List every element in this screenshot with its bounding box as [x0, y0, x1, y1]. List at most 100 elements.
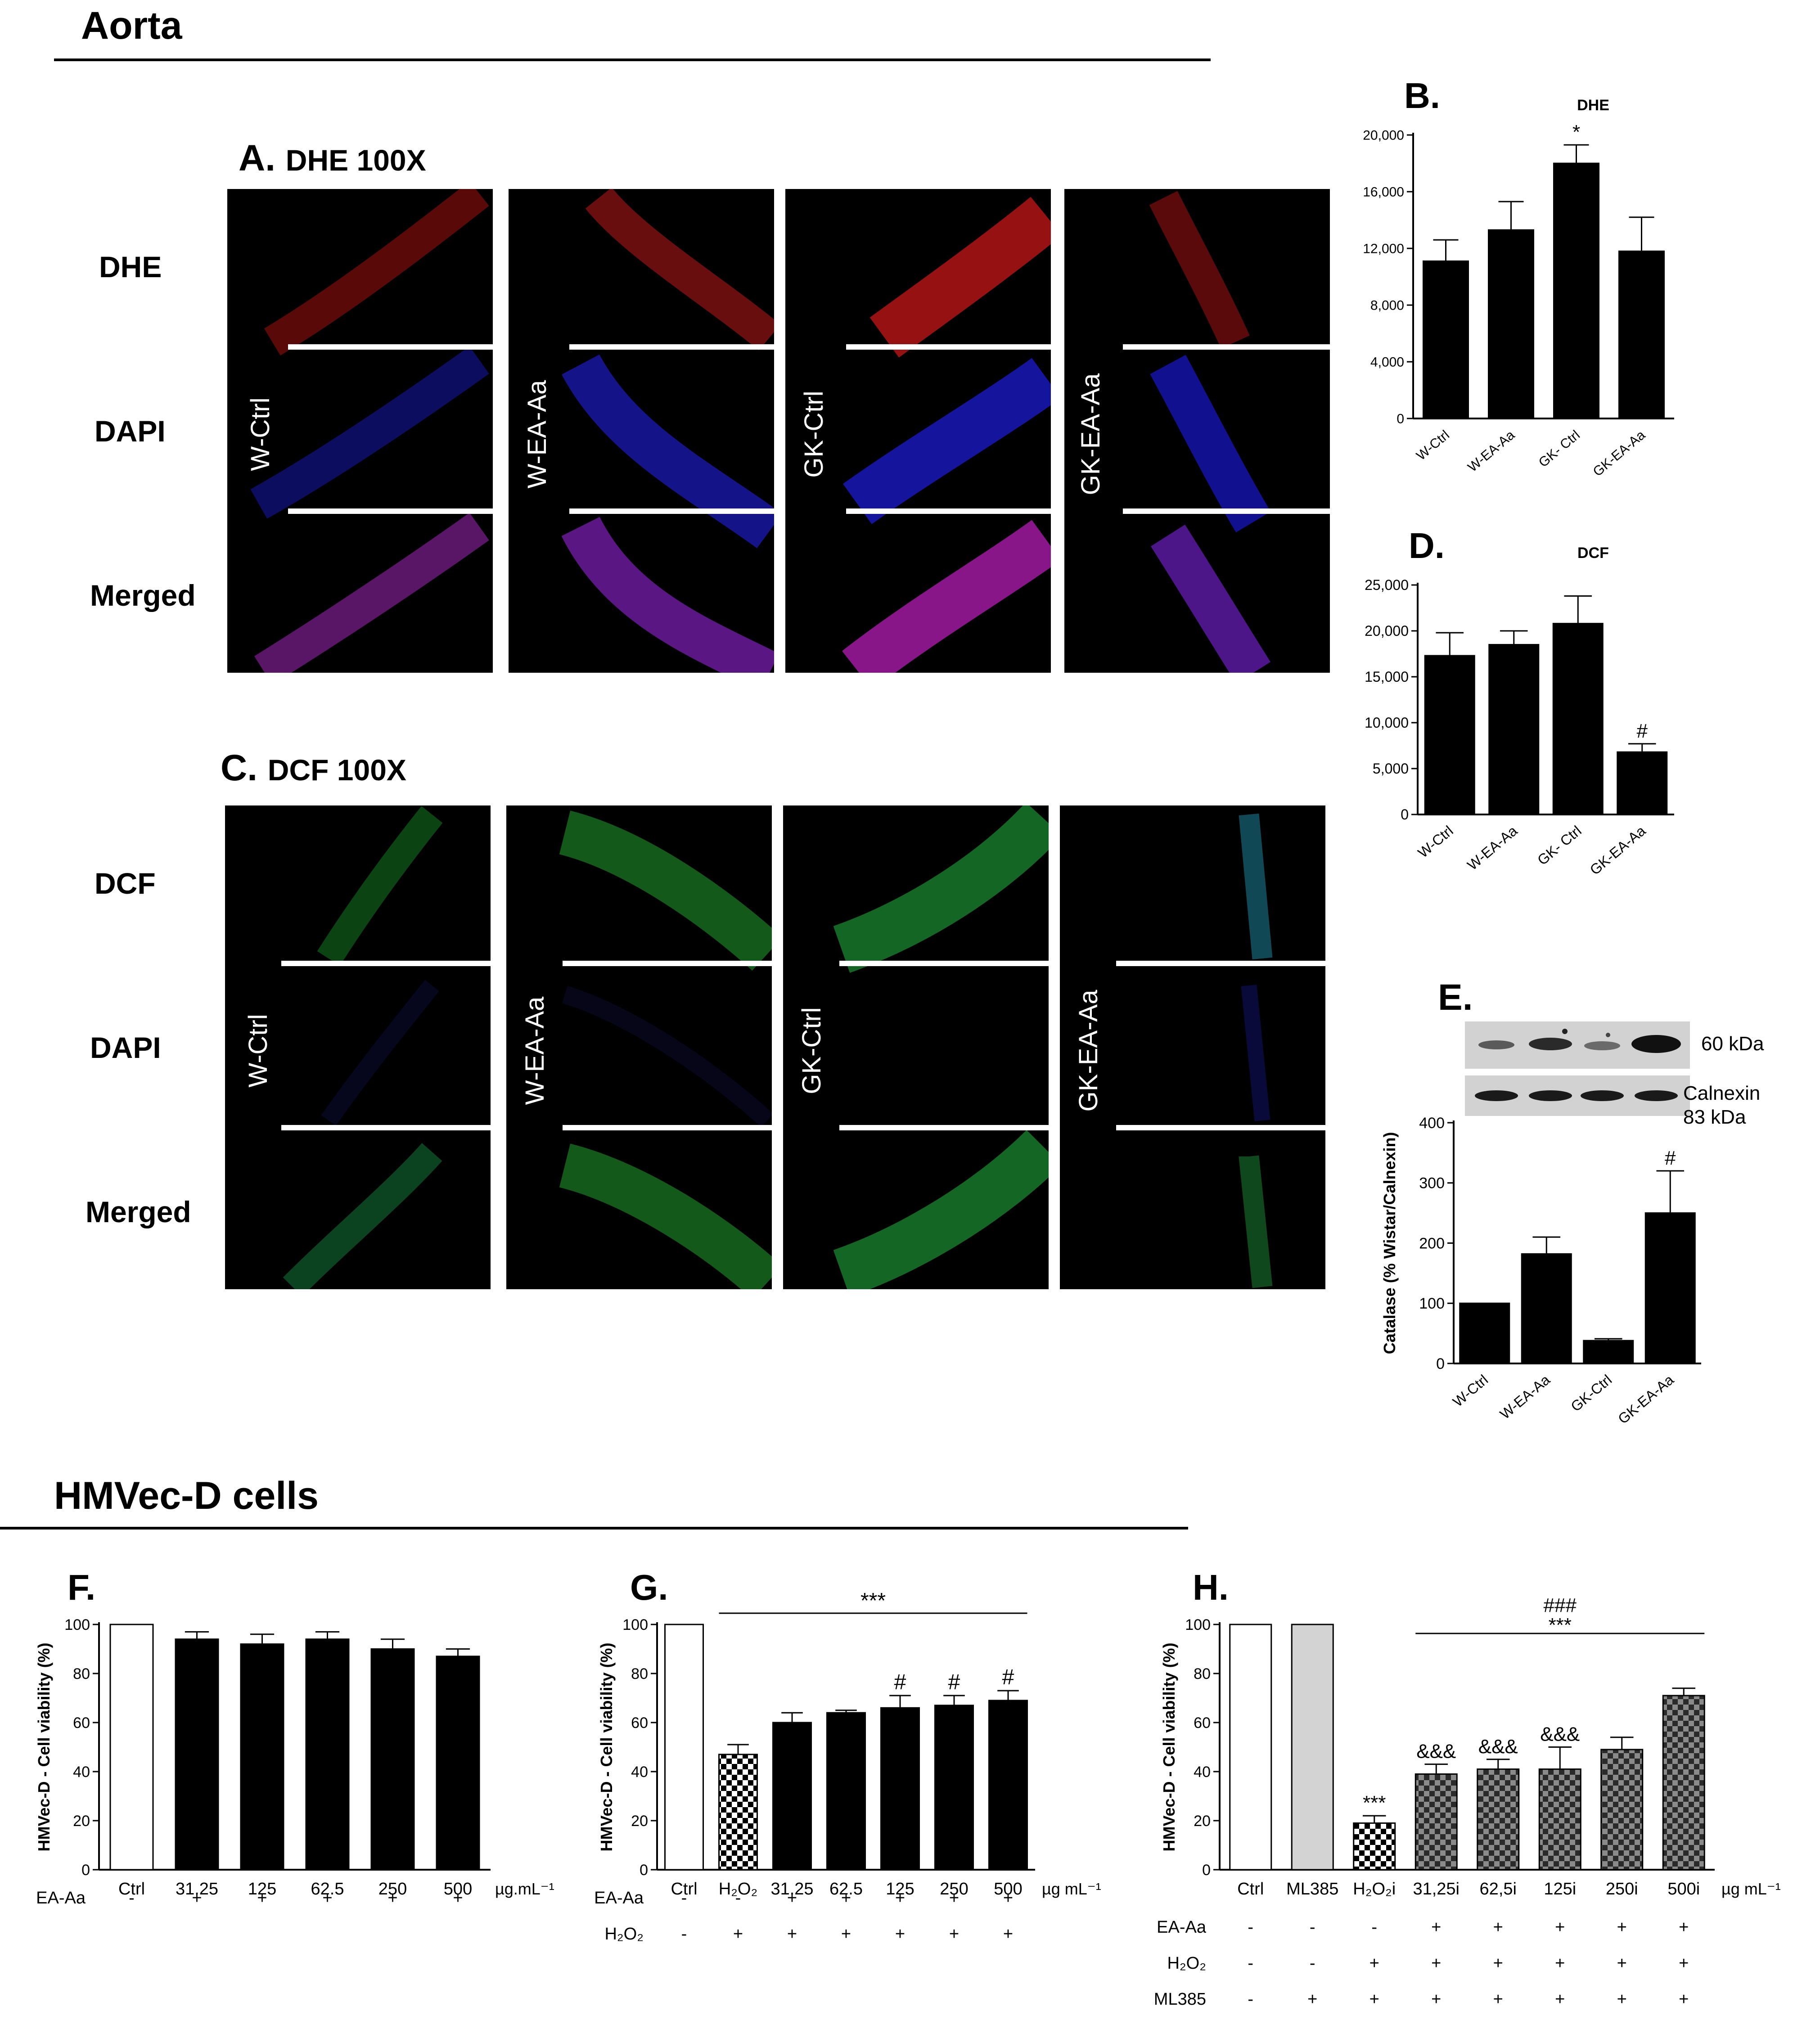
x-tick-label: GK- Ctrl — [1536, 427, 1583, 470]
panel-a-divider — [288, 508, 493, 514]
y-tick-label: 0 — [1401, 806, 1409, 823]
chart-h-viability: H. 0 20 40 60 80 100 HMVec-D - Cell viability (… — [1154, 1567, 1781, 2009]
significance-bracket-label: *** — [860, 1589, 886, 1613]
bar — [1229, 1624, 1272, 1871]
treatment-sign: + — [1431, 1918, 1441, 1937]
panel-c-letter: C. — [221, 747, 257, 788]
section-rule-cells — [0, 1527, 1188, 1530]
y-tick-label: 25,000 — [1365, 577, 1409, 593]
x-tick-label: ML385 — [1286, 1880, 1338, 1899]
treatment-sign: - — [1248, 1954, 1253, 1973]
treatment-sign: + — [453, 1889, 463, 1908]
significance-label: # — [1002, 1665, 1014, 1689]
blot-label-83kda: 83 kDa — [1683, 1106, 1746, 1128]
bar — [1553, 162, 1599, 419]
bar — [1521, 1253, 1572, 1364]
panel-a-letter: A. — [239, 138, 275, 179]
bar — [370, 1648, 415, 1871]
bar — [1617, 751, 1668, 815]
y-tick-label: 80 — [73, 1665, 90, 1683]
panel-a-heading: A. DHE 100X — [239, 137, 426, 180]
x-tick-label: GK-EA-Aa — [1615, 1372, 1677, 1427]
panel-c-divider — [839, 961, 1049, 966]
bar — [880, 1707, 920, 1871]
panel-c-group-label-gk-ea-aa: GK-EA-Aa — [1074, 990, 1103, 1112]
chart-e-catalase: 0 100 200 300 400 Catalase (% Wistar/Calnexin… — [1380, 1115, 1701, 1427]
chart-g-letter: G. — [630, 1567, 668, 1607]
chart-d-letter: D. — [1409, 526, 1445, 566]
y-tick-label: 4,000 — [1370, 355, 1404, 370]
bar — [1538, 1768, 1581, 1871]
section-title-cells: HMVec-D cells — [54, 1474, 319, 1517]
panel-c-divider — [563, 1125, 772, 1130]
treatment-sign: + — [1679, 1990, 1689, 2009]
treatment-label: H₂O₂ — [604, 1925, 644, 1944]
treatment-sign: + — [1617, 1918, 1627, 1937]
y-tick-label: 20,000 — [1363, 128, 1404, 143]
bar — [1644, 1212, 1696, 1364]
panel-a-micrograph-gk-ctrl — [785, 189, 1051, 673]
treatment-sign: + — [949, 1889, 959, 1908]
panel-a-row-label-merged: Merged — [90, 579, 196, 612]
y-tick-label: 0 — [1436, 1355, 1445, 1372]
treatment-sign: + — [1493, 1918, 1503, 1937]
panel-c-group-label-gk-ctrl: GK-Ctrl — [797, 1007, 826, 1094]
treatment-sign: + — [787, 1889, 797, 1908]
x-tick-label: 62.5 — [311, 1880, 344, 1899]
treatment-sign: + — [322, 1889, 332, 1908]
chart-title: DHE — [1577, 97, 1609, 114]
panel-a-title: DHE 100X — [285, 144, 426, 177]
treatment-sign: - — [1310, 1918, 1315, 1937]
western-blot-calnexin — [1465, 1075, 1690, 1116]
treatment-label: H₂O₂ — [1167, 1954, 1206, 1973]
treatment-sign: + — [387, 1889, 397, 1908]
y-tick-label: 8,000 — [1370, 298, 1404, 313]
y-tick-label: 400 — [1419, 1115, 1445, 1132]
treatment-sign: - — [129, 1889, 135, 1908]
treatment-sign: + — [841, 1889, 851, 1908]
bar — [1488, 644, 1540, 815]
panel-c-row-label-dcf: DCF — [95, 867, 156, 900]
chart-d-dcf: D. DCF 0 5,000 10,000 15,000 20,000 25,000 W-Ctr… — [1365, 526, 1674, 878]
significance-label: * — [1572, 121, 1580, 143]
y-axis-label: HMVec-D - Cell viability (%) — [35, 1642, 53, 1851]
y-tick-label: 20 — [73, 1813, 90, 1830]
significance-bracket-label: *** — [1549, 1614, 1572, 1636]
x-tick-label: 125 — [248, 1880, 276, 1899]
treatment-sign: + — [1555, 1918, 1565, 1937]
treatment-sign: - — [1248, 1990, 1253, 2009]
x-tick-label: 31,25i — [1413, 1880, 1460, 1899]
section-title-aorta: Aorta — [81, 4, 182, 47]
x-tick-label: 250 — [378, 1880, 407, 1899]
y-tick-label: 40 — [73, 1764, 90, 1781]
panel-c-row-label-dapi: DAPI — [90, 1031, 161, 1064]
x-tick-label: 500 — [444, 1880, 472, 1899]
significance-label: # — [1637, 720, 1648, 742]
treatment-label: EA-Aa — [1157, 1918, 1207, 1937]
bar — [718, 1754, 758, 1871]
bar — [1583, 1340, 1634, 1364]
x-tick-label: 62,5i — [1480, 1880, 1517, 1899]
panel-a-micrograph-w-ea-aa — [509, 189, 774, 673]
chart-g-viability: G. 0 20 40 60 80 100 HMVec-D - Cell viability (… — [594, 1567, 1101, 1944]
x-tick-label: H₂O₂ — [719, 1880, 758, 1899]
unit-label: µg mL⁻¹ — [1042, 1880, 1101, 1898]
x-tick-label: 500i — [1667, 1880, 1700, 1899]
treatment-sign: + — [895, 1889, 905, 1908]
chart-h-letter: H. — [1193, 1567, 1229, 1607]
bar — [664, 1624, 704, 1871]
treatment-sign: - — [681, 1925, 687, 1944]
panel-c-title: DCF 100X — [267, 753, 406, 787]
x-tick-label: GK-EA-Aa — [1590, 427, 1649, 479]
treatment-sign: + — [1679, 1918, 1689, 1937]
y-axis-label: HMVec-D - Cell viability (%) — [597, 1642, 616, 1851]
panel-c-micrograph-gk-ctrl — [783, 805, 1049, 1289]
panel-c-divider — [1116, 1125, 1325, 1130]
y-tick-label: 80 — [1194, 1665, 1211, 1683]
x-tick-label: 250i — [1606, 1880, 1638, 1899]
panel-c-micrograph-w-ctrl — [225, 805, 491, 1289]
bar — [934, 1705, 974, 1871]
x-tick-label: 31.25 — [770, 1880, 813, 1899]
panel-a-divider — [288, 344, 493, 350]
treatment-sign: + — [1555, 1954, 1565, 1973]
